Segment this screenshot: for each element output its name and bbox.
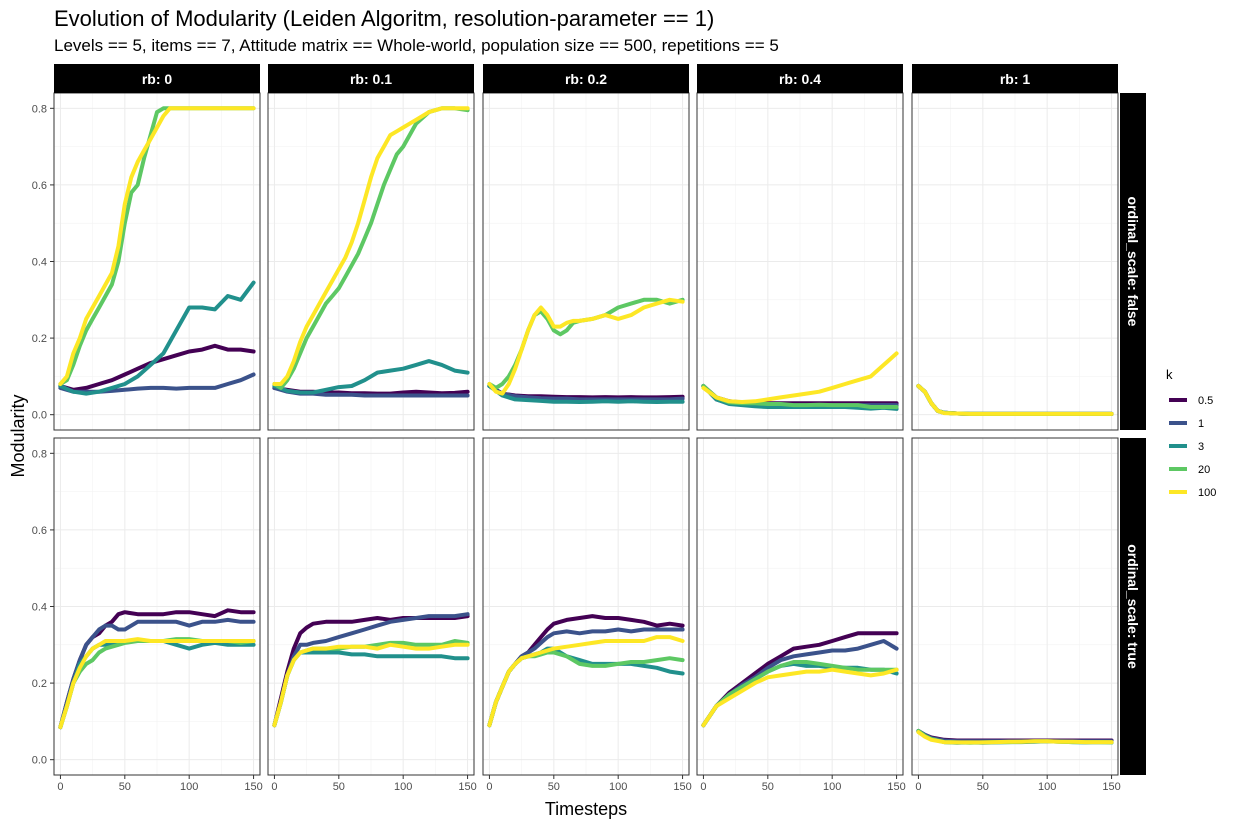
facet-panel bbox=[482, 92, 690, 431]
chart-title: Evolution of Modularity (Leiden Algoritm… bbox=[54, 6, 715, 31]
column-strip bbox=[483, 64, 689, 93]
series-line bbox=[916, 384, 1114, 416]
facet-panel bbox=[482, 437, 690, 776]
panel-border bbox=[267, 437, 475, 776]
x-tick-label: 50 bbox=[977, 781, 989, 793]
series-line bbox=[916, 730, 1114, 745]
x-tick-label: 50 bbox=[333, 781, 345, 793]
series-line bbox=[487, 297, 685, 396]
column-strip-label: rb: 0.4 bbox=[779, 71, 821, 87]
x-tick-label: 100 bbox=[823, 781, 841, 793]
x-tick-label: 0 bbox=[486, 781, 492, 793]
x-axis-title: Timesteps bbox=[545, 799, 627, 819]
legend-label: 1 bbox=[1198, 418, 1204, 430]
column-strip-label: rb: 0 bbox=[142, 71, 173, 87]
legend-label: 100 bbox=[1198, 487, 1216, 499]
legend: k 0.5 1 3 20 100 bbox=[1166, 367, 1216, 499]
series-line bbox=[272, 612, 470, 728]
x-tick-label: 150 bbox=[458, 781, 476, 793]
y-tick-label: 0.6 bbox=[32, 180, 47, 192]
x-tick-label: 150 bbox=[1102, 781, 1120, 793]
series-line bbox=[58, 617, 256, 730]
y-tick-label: 0.4 bbox=[32, 602, 47, 614]
row-strip-label: ordinal_scale: true bbox=[1125, 544, 1141, 669]
facet-panel bbox=[696, 437, 904, 776]
facet-panel bbox=[911, 437, 1119, 776]
legend-label: 20 bbox=[1198, 464, 1210, 476]
y-tick-label: 0.8 bbox=[32, 448, 47, 460]
series-line bbox=[58, 637, 256, 730]
column-strip bbox=[697, 64, 903, 93]
x-tick-label: 50 bbox=[548, 781, 560, 793]
row-strip bbox=[1120, 93, 1146, 430]
chart-subtitle: Levels == 5, items == 7, Attitude matrix… bbox=[54, 36, 779, 55]
facet-panel bbox=[53, 92, 261, 431]
series-line bbox=[58, 280, 256, 396]
y-axis-title: Modularity bbox=[8, 394, 28, 477]
facet-panel bbox=[267, 437, 475, 776]
facet-panel bbox=[696, 92, 904, 431]
y-tick-label: 0.2 bbox=[32, 678, 47, 690]
series-line bbox=[58, 106, 256, 386]
column-strip-label: rb: 0.2 bbox=[565, 71, 607, 87]
row-strip-label: ordinal_scale: false bbox=[1125, 197, 1141, 327]
series-line bbox=[272, 106, 470, 390]
y-tick-label: 0.0 bbox=[32, 410, 47, 422]
panel-border bbox=[696, 437, 904, 776]
facet-panel bbox=[53, 437, 261, 776]
x-tick-label: 0 bbox=[57, 781, 63, 793]
row-strip bbox=[1120, 438, 1146, 775]
x-tick-label: 150 bbox=[887, 781, 905, 793]
x-tick-label: 50 bbox=[762, 781, 774, 793]
column-strip bbox=[54, 64, 260, 93]
x-tick-label: 0 bbox=[915, 781, 921, 793]
column-strip-label: rb: 0.1 bbox=[350, 71, 392, 87]
x-tick-label: 50 bbox=[119, 781, 131, 793]
x-tick-label: 0 bbox=[700, 781, 706, 793]
y-tick-label: 0.2 bbox=[32, 333, 47, 345]
x-tick-label: 100 bbox=[180, 781, 198, 793]
series-line bbox=[487, 384, 685, 404]
legend-label: 0.5 bbox=[1198, 395, 1213, 407]
y-tick-label: 0.6 bbox=[32, 525, 47, 537]
column-strip bbox=[912, 64, 1118, 93]
x-tick-label: 0 bbox=[271, 781, 277, 793]
legend-label: 3 bbox=[1198, 441, 1204, 453]
column-strip-label: rb: 1 bbox=[1000, 71, 1031, 87]
facet-panel bbox=[267, 92, 475, 431]
series-line bbox=[701, 667, 899, 728]
column-strip bbox=[268, 64, 474, 93]
series-line bbox=[272, 359, 470, 395]
x-tick-label: 100 bbox=[394, 781, 412, 793]
panel-border bbox=[911, 437, 1119, 776]
facet-panel bbox=[911, 92, 1119, 431]
x-tick-label: 100 bbox=[1038, 781, 1056, 793]
y-tick-label: 0.8 bbox=[32, 103, 47, 115]
y-tick-label: 0.4 bbox=[32, 257, 47, 269]
series-line bbox=[272, 106, 470, 386]
legend-title: k bbox=[1166, 367, 1173, 382]
panel-border bbox=[482, 437, 690, 776]
x-tick-label: 150 bbox=[673, 781, 691, 793]
x-tick-label: 150 bbox=[244, 781, 262, 793]
series-line bbox=[701, 660, 899, 728]
series-line bbox=[487, 384, 685, 402]
series-line bbox=[272, 642, 470, 728]
x-tick-label: 100 bbox=[609, 781, 627, 793]
y-tick-label: 0.0 bbox=[32, 755, 47, 767]
series-line bbox=[487, 635, 685, 728]
series-line bbox=[701, 351, 899, 404]
